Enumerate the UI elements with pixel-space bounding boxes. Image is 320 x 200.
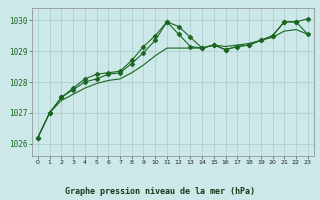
Text: Graphe pression niveau de la mer (hPa): Graphe pression niveau de la mer (hPa) [65,187,255,196]
